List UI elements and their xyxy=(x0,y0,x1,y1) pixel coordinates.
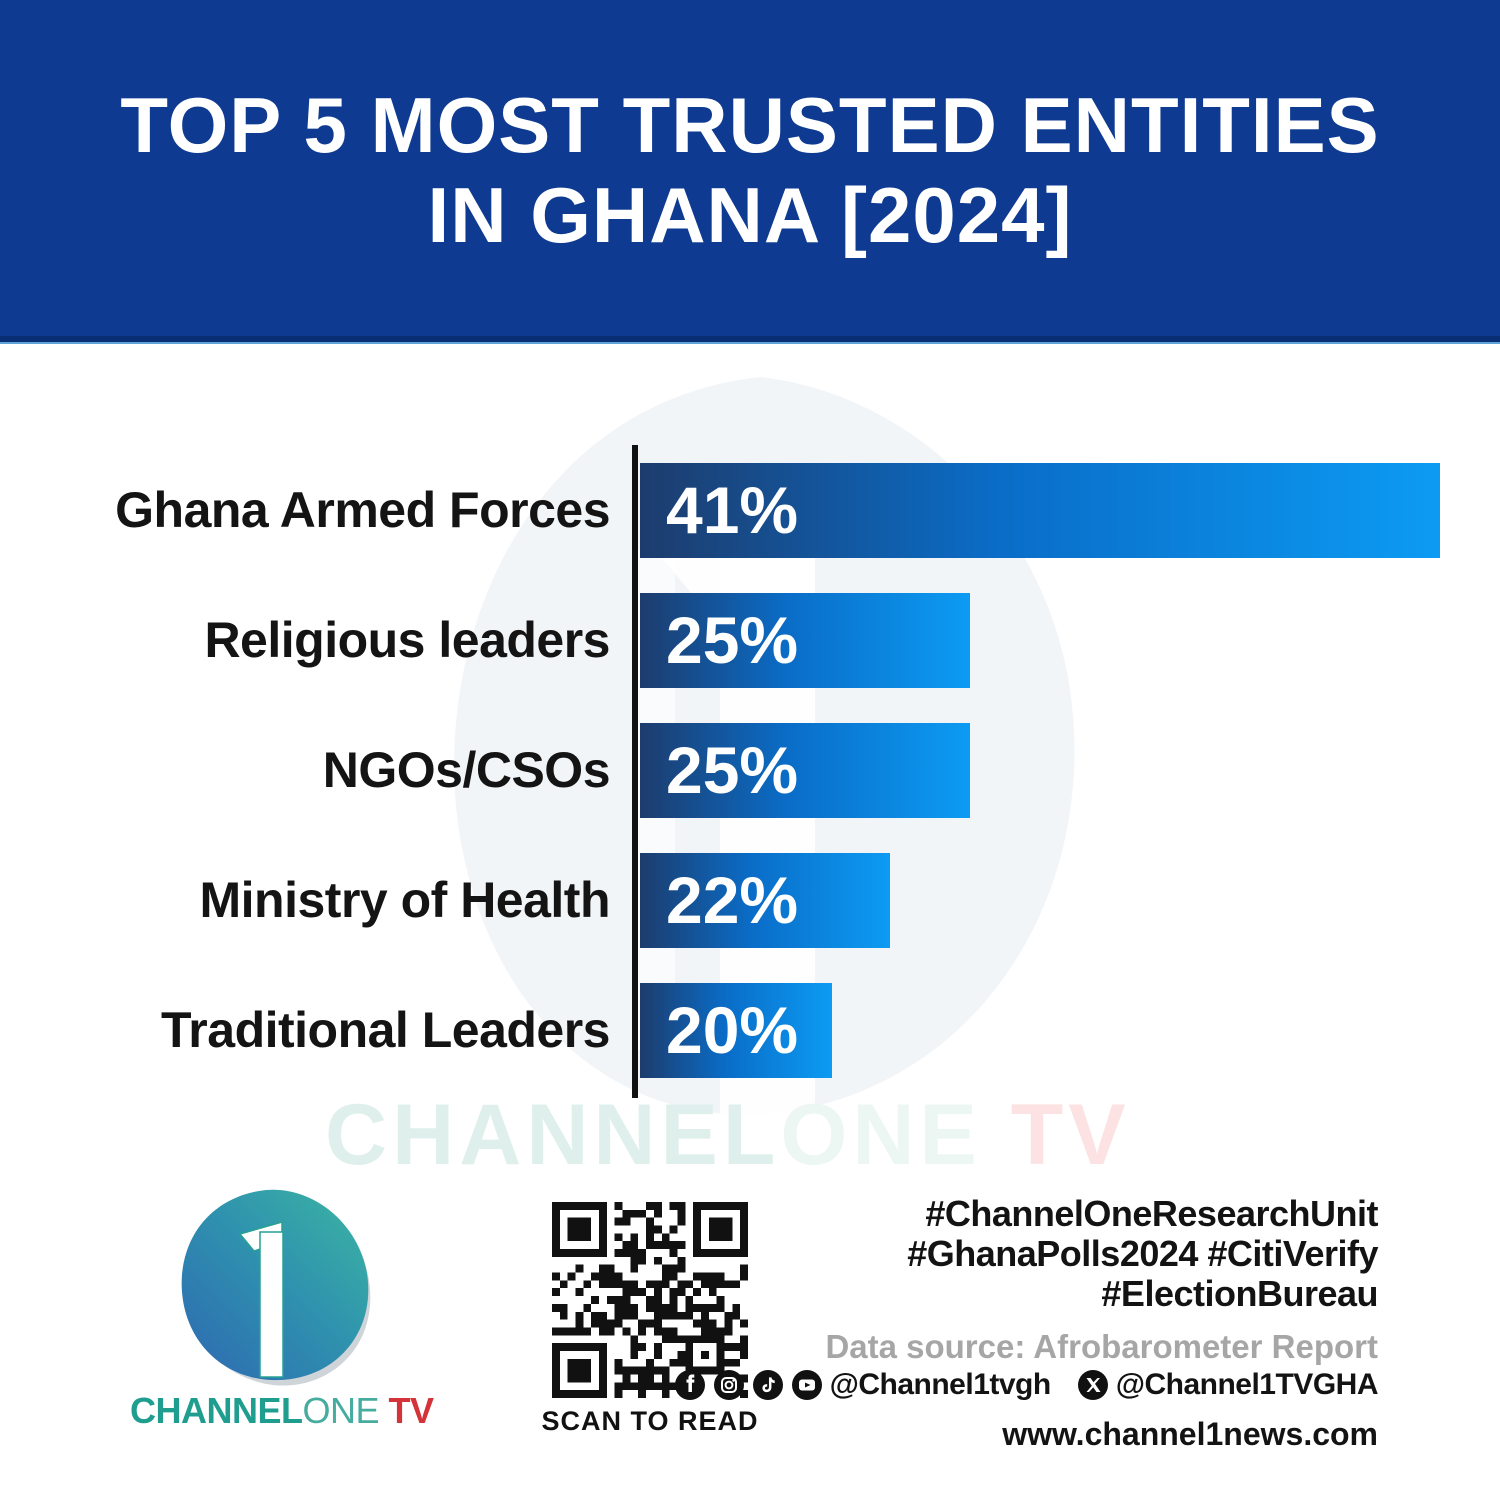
facebook-icon xyxy=(674,1370,705,1400)
social-handle-x: @Channel1TVGHA xyxy=(1115,1368,1379,1401)
chart-row: Ghana Armed Forces 41% xyxy=(0,463,1500,558)
bar-religious-leaders: 25% xyxy=(640,593,970,688)
header-banner xyxy=(0,0,1500,336)
tiktok-icon xyxy=(752,1370,783,1400)
category-label-religious-leaders: Religious leaders xyxy=(204,612,610,668)
chart-row: Ministry of Health 22% xyxy=(0,853,1500,948)
bar-traditional-leaders: 20% xyxy=(640,983,832,1078)
hashtags-block: #ChannelOneResearchUnit #GhanaPolls2024 … xyxy=(907,1194,1378,1314)
category-label-ministry-of-health: Ministry of Health xyxy=(199,872,611,928)
chart-row: NGOs/CSOs 25% xyxy=(0,723,1500,818)
y-axis-line xyxy=(632,445,638,1098)
bar-ministry-of-health: 22% xyxy=(640,853,890,948)
chart-row: Religious leaders 25% xyxy=(0,593,1500,688)
hashtag-line-1: #ChannelOneResearchUnit xyxy=(925,1193,1378,1234)
title-line-1: TOP 5 MOST TRUSTED ENTITIES xyxy=(120,81,1380,169)
value-label: 20% xyxy=(666,993,799,1067)
bar-ngos-csos: 25% xyxy=(640,723,970,818)
website-url: www.channel1news.com xyxy=(1002,1416,1378,1452)
data-source: Data source: Afrobarometer Report xyxy=(825,1328,1378,1365)
category-label-ghana-armed-forces: Ghana Armed Forces xyxy=(115,482,610,538)
qr-code xyxy=(552,1202,748,1398)
social-row: @Channel1tvgh @Channel1TVGHA xyxy=(674,1368,1379,1402)
channel-one-watermark: CHANNELONE TV xyxy=(325,1086,1131,1185)
bar-ghana-armed-forces: 41% xyxy=(640,463,1440,558)
brand-part3: TV xyxy=(388,1390,435,1431)
watermark-part1: CHANNEL xyxy=(325,1087,781,1183)
watermark-part3: TV xyxy=(1010,1087,1131,1183)
channel-one-logo xyxy=(181,1189,371,1386)
watermark-part2: ONE xyxy=(780,1087,982,1183)
social-handle-main: @Channel1tvgh xyxy=(829,1368,1052,1401)
page-title: TOP 5 MOST TRUSTED ENTITIES IN GHANA [20… xyxy=(0,80,1500,260)
instagram-icon xyxy=(713,1370,744,1400)
hashtag-line-3: #ElectionBureau xyxy=(1101,1273,1378,1314)
brand-part2: ONE xyxy=(302,1390,380,1431)
youtube-icon xyxy=(791,1370,822,1400)
value-label: 41% xyxy=(666,473,799,547)
hashtag-line-2: #GhanaPolls2024 #CitiVerify xyxy=(907,1233,1378,1274)
banner-edge-dark xyxy=(0,336,1500,342)
banner-edge-light xyxy=(0,342,1500,344)
category-label-traditional-leaders: Traditional Leaders xyxy=(161,1002,610,1058)
value-label: 25% xyxy=(666,603,799,677)
value-label: 25% xyxy=(666,733,799,807)
brand-wordmark: CHANNELONE TV xyxy=(130,1390,434,1432)
x-icon xyxy=(1077,1370,1108,1400)
qr-caption: SCAN TO READ xyxy=(541,1406,759,1436)
brand-part1: CHANNEL xyxy=(130,1390,303,1431)
category-label-ngos-csos: NGOs/CSOs xyxy=(322,742,611,798)
chart-row: Traditional Leaders 20% xyxy=(0,983,1500,1078)
title-line-2: IN GHANA [2024] xyxy=(427,171,1073,259)
value-label: 22% xyxy=(666,863,799,937)
